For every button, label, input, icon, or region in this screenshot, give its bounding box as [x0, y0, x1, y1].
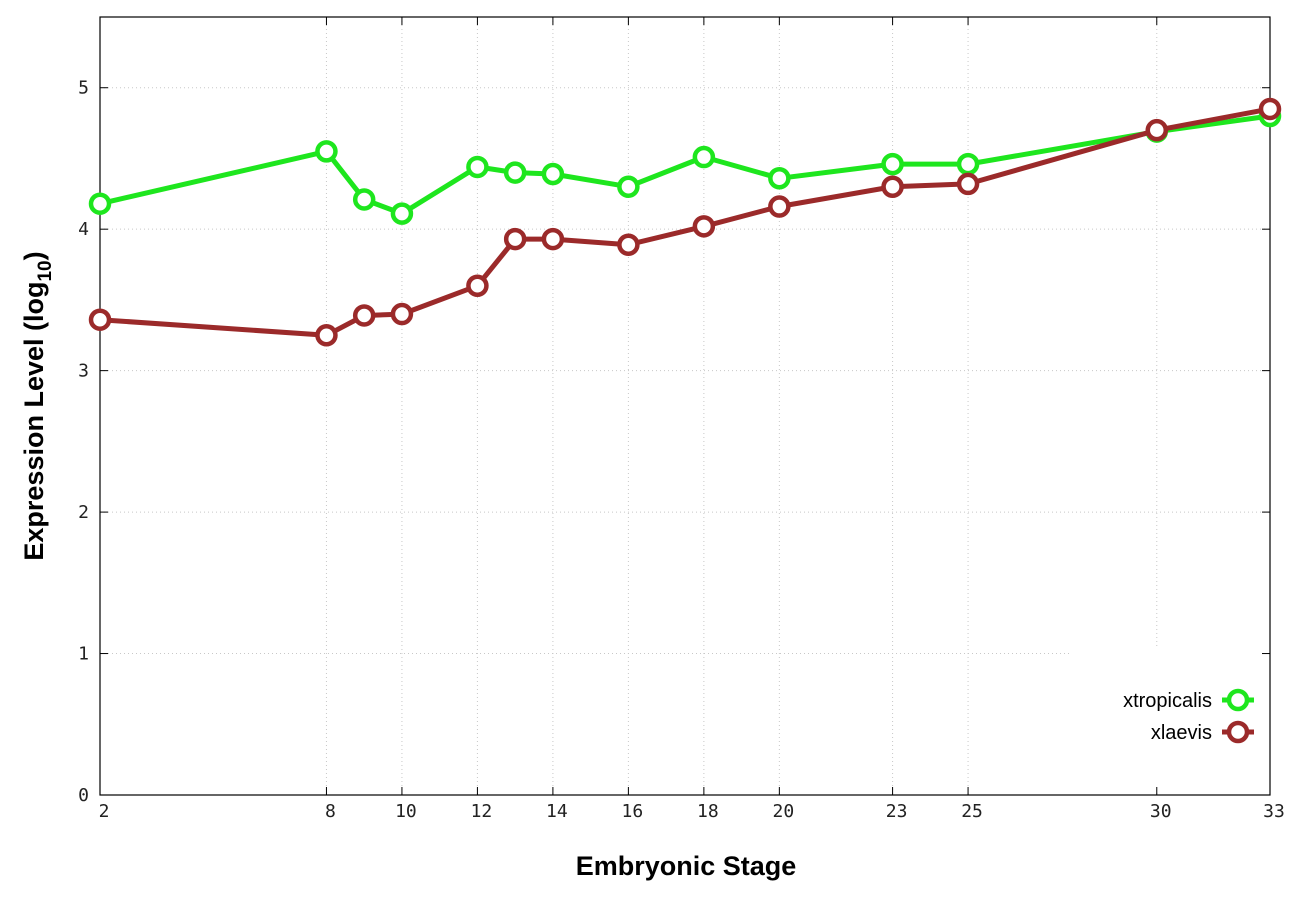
x-tick-label: 25: [961, 801, 983, 822]
y-tick-label: 1: [78, 644, 89, 665]
data-point-xtropicalis: [352, 188, 376, 211]
x-axis-title: Embryonic Stage: [576, 851, 797, 881]
x-tick-label: 16: [622, 801, 644, 822]
data-point-xtropicalis: [617, 175, 640, 198]
data-point-xtropicalis: [390, 202, 414, 225]
data-point-xtropicalis: [466, 155, 489, 179]
data-point-xtropicalis: [88, 192, 112, 215]
x-tick-label: 33: [1263, 801, 1285, 822]
data-point-xlaevis: [692, 215, 716, 238]
y-tick-label: 0: [78, 785, 89, 806]
series-xlaevis: [88, 97, 1282, 347]
data-point-xlaevis: [503, 227, 527, 251]
data-point-xlaevis: [466, 274, 489, 298]
data-point-xtropicalis: [503, 161, 527, 184]
legend-background: [1072, 648, 1268, 792]
y-tick-label: 2: [78, 502, 89, 523]
data-point-xlaevis: [88, 308, 112, 331]
y-axis-title: Expression Level (log10): [19, 251, 56, 560]
data-point-xlaevis: [1145, 118, 1169, 142]
data-point-xtropicalis: [315, 140, 338, 163]
legend-item-xtropicalis: xtropicalis: [1123, 688, 1254, 712]
legend-swatch-marker: [1226, 688, 1250, 712]
x-tick-label: 10: [395, 801, 417, 822]
legend-label: xtropicalis: [1123, 690, 1212, 712]
y-axis-title-close: ): [19, 251, 49, 260]
y-tick-label: 3: [78, 361, 89, 382]
x-tick-label: 2: [99, 801, 110, 822]
data-point-xlaevis: [768, 195, 791, 218]
legend-swatch-marker: [1226, 720, 1250, 744]
data-point-xlaevis: [541, 227, 565, 251]
x-tick-label: 14: [546, 801, 568, 822]
data-point-xlaevis: [390, 302, 414, 326]
x-tick-label: 30: [1150, 801, 1172, 822]
y-axis-title-subscript: 10: [35, 260, 56, 281]
data-point-xtropicalis: [541, 162, 565, 186]
data-point-xtropicalis: [692, 145, 716, 169]
data-point-xlaevis: [881, 175, 904, 198]
y-tick-label: 4: [78, 219, 89, 240]
y-tick-label: 5: [78, 78, 89, 99]
data-point-xtropicalis: [956, 152, 980, 176]
x-tick-label: 18: [697, 801, 719, 822]
data-point-xlaevis: [1258, 97, 1282, 121]
legend-label: xlaevis: [1151, 722, 1212, 744]
x-tick-label: 12: [471, 801, 493, 822]
x-tick-label: 20: [773, 801, 795, 822]
data-point-xlaevis: [617, 233, 640, 256]
series-xtropicalis: [88, 104, 1282, 225]
y-axis-title-main: Expression Level (log: [19, 282, 49, 561]
data-point-xtropicalis: [768, 167, 791, 190]
x-tick-label: 8: [325, 801, 336, 822]
x-tick-label: 23: [886, 801, 908, 822]
data-point-xtropicalis: [881, 152, 904, 176]
data-point-xlaevis: [956, 172, 980, 196]
series: [88, 97, 1282, 347]
data-point-xlaevis: [352, 304, 376, 327]
legend-item-xlaevis: xlaevis: [1151, 720, 1254, 744]
legend: xtropicalis xlaevis: [1123, 688, 1254, 744]
data-point-xlaevis: [315, 324, 338, 347]
series-line-xtropicalis: [99, 113, 1271, 217]
plot-frame: [99, 16, 1271, 796]
